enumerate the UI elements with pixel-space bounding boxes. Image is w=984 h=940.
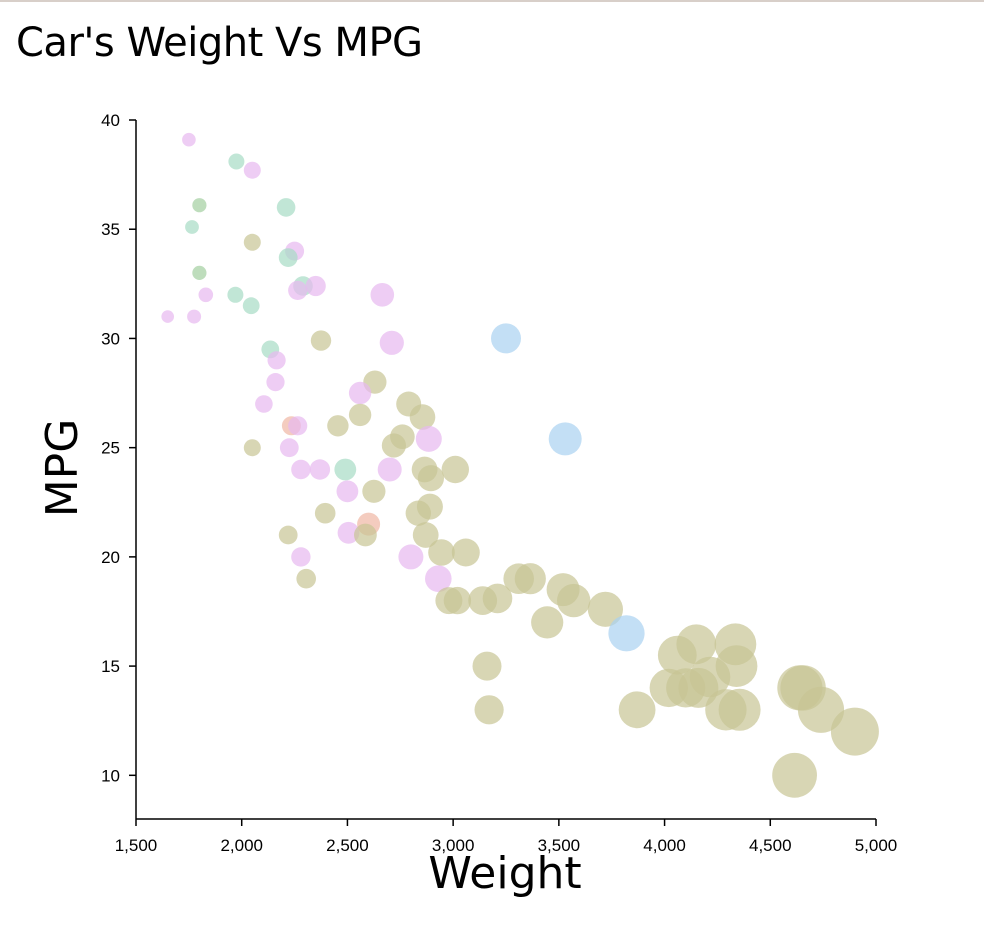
data-point bbox=[718, 688, 761, 731]
data-point bbox=[288, 280, 308, 300]
data-point bbox=[187, 309, 202, 324]
data-point bbox=[278, 525, 298, 545]
data-point bbox=[227, 286, 244, 303]
data-point bbox=[381, 433, 406, 458]
data-point bbox=[348, 381, 372, 405]
x-tick-label: 5,000 bbox=[855, 836, 898, 855]
data-point bbox=[305, 275, 326, 297]
points-layer bbox=[161, 132, 879, 798]
data-point bbox=[412, 522, 439, 548]
data-point bbox=[291, 459, 311, 480]
data-point bbox=[548, 422, 582, 456]
data-point bbox=[255, 395, 273, 413]
data-point bbox=[379, 330, 404, 355]
data-point bbox=[772, 752, 817, 798]
data-point bbox=[405, 500, 431, 526]
data-point bbox=[243, 161, 261, 179]
data-point bbox=[198, 287, 214, 303]
data-point bbox=[192, 265, 207, 280]
data-point bbox=[337, 521, 360, 544]
data-point bbox=[618, 691, 656, 729]
y-tick-label: 10 bbox=[101, 766, 120, 785]
data-point bbox=[608, 615, 645, 652]
y-tick-label: 15 bbox=[101, 657, 120, 676]
data-point bbox=[398, 544, 424, 570]
data-point bbox=[474, 695, 504, 725]
data-point bbox=[279, 438, 299, 458]
data-point bbox=[314, 502, 336, 524]
x-tick-label: 3,000 bbox=[432, 836, 475, 855]
y-tick-label: 25 bbox=[101, 439, 120, 458]
data-point bbox=[482, 583, 513, 614]
data-point bbox=[327, 415, 349, 437]
data-point bbox=[409, 404, 436, 430]
axes-layer: 1,500 2,000 2,500 3,000 3,500 4,000 4,500 5,000… bbox=[101, 111, 897, 855]
y-axis-ticks: 10 15 20 25 30 35 40 bbox=[101, 111, 136, 785]
data-point bbox=[797, 686, 845, 733]
x-tick-label: 4,500 bbox=[749, 836, 792, 855]
x-tick-label: 3,500 bbox=[538, 836, 581, 855]
data-point bbox=[676, 624, 717, 665]
data-point bbox=[182, 132, 196, 147]
chart-title: Car's Weight Vs MPG bbox=[16, 20, 423, 66]
x-tick-label: 2,000 bbox=[220, 836, 263, 855]
data-point bbox=[441, 455, 469, 484]
data-point bbox=[491, 323, 521, 354]
data-point bbox=[309, 459, 331, 480]
y-tick-label: 35 bbox=[101, 220, 120, 239]
data-point bbox=[288, 416, 308, 436]
data-point bbox=[415, 425, 442, 452]
data-point bbox=[370, 283, 395, 307]
data-point bbox=[267, 351, 286, 370]
data-point bbox=[348, 403, 372, 427]
data-point bbox=[531, 606, 564, 639]
data-point bbox=[266, 373, 285, 392]
data-point bbox=[243, 439, 261, 457]
data-point bbox=[377, 457, 402, 482]
x-axis-ticks: 1,500 2,000 2,500 3,000 3,500 4,000 4,500 5,000 bbox=[115, 819, 898, 855]
data-point bbox=[310, 330, 332, 351]
data-point bbox=[276, 198, 296, 217]
x-tick-label: 2,500 bbox=[326, 836, 369, 855]
y-tick-label: 20 bbox=[101, 548, 120, 567]
data-point bbox=[243, 233, 261, 251]
data-point bbox=[557, 583, 591, 618]
x-tick-label: 1,500 bbox=[115, 836, 158, 855]
data-point bbox=[451, 538, 480, 567]
data-point bbox=[334, 458, 357, 481]
data-point bbox=[678, 667, 719, 708]
data-point bbox=[161, 310, 174, 323]
data-point bbox=[472, 651, 502, 681]
data-point bbox=[228, 153, 245, 170]
x-axis-title: Weight bbox=[428, 848, 581, 899]
data-point bbox=[362, 479, 386, 503]
data-point bbox=[514, 563, 546, 595]
y-tick-label: 30 bbox=[101, 329, 120, 348]
data-point bbox=[278, 248, 298, 267]
data-point bbox=[242, 297, 260, 315]
data-point bbox=[417, 465, 444, 492]
data-point bbox=[830, 707, 879, 756]
top-border bbox=[0, 0, 984, 2]
data-point bbox=[428, 539, 455, 566]
data-point bbox=[587, 591, 624, 627]
y-axis-title: MPG bbox=[37, 419, 88, 518]
data-point bbox=[443, 586, 472, 615]
data-point bbox=[192, 198, 207, 213]
data-point bbox=[185, 220, 199, 234]
x-tick-label: 4,000 bbox=[643, 836, 686, 855]
data-point bbox=[296, 568, 317, 589]
data-point bbox=[336, 480, 359, 503]
y-tick-label: 40 bbox=[101, 111, 120, 130]
data-point bbox=[425, 565, 452, 592]
data-point bbox=[291, 547, 311, 567]
data-point bbox=[354, 523, 377, 547]
